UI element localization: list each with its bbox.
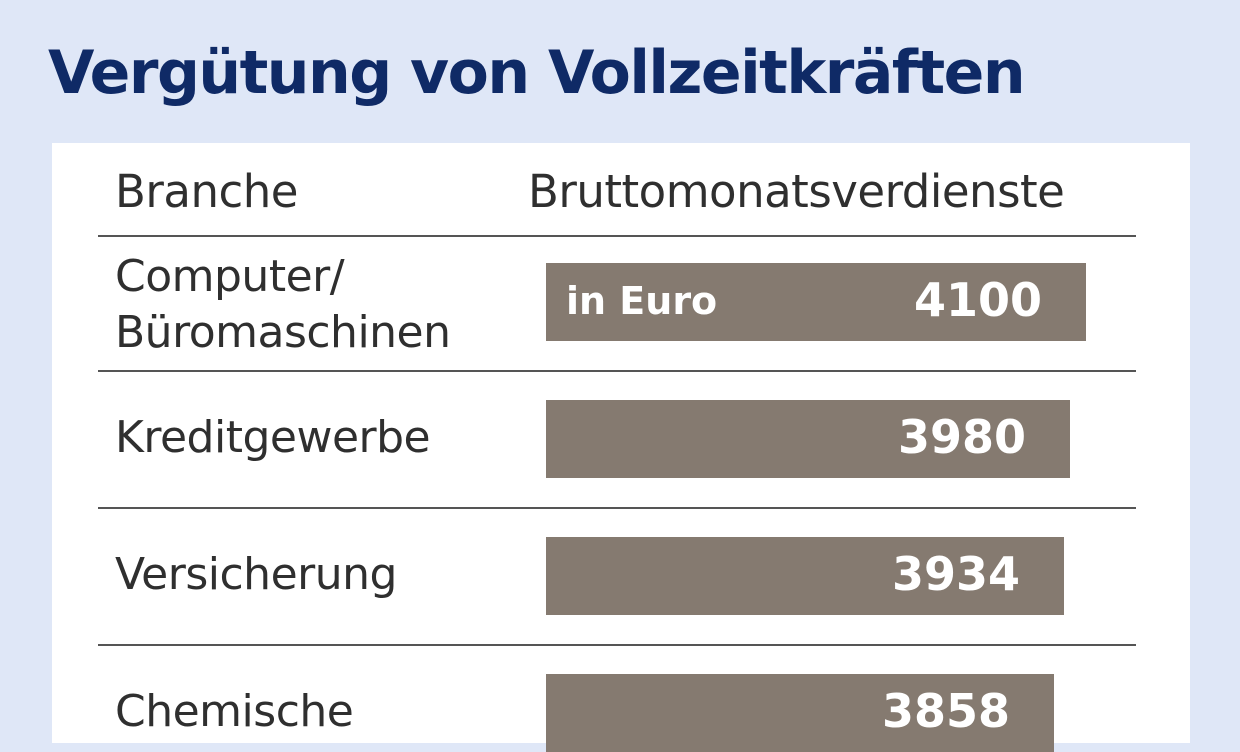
category-label: Computer/Büromaschinen [115, 251, 451, 358]
category-label: Chemische [115, 686, 354, 737]
row-divider [98, 507, 1136, 509]
bar-value-label: 4100 [913, 273, 1042, 327]
category-label: Kreditgewerbe [115, 412, 431, 463]
bar-2 [546, 400, 1070, 478]
bar-value-label: 3858 [881, 684, 1010, 738]
bar-value-label: 3934 [891, 547, 1020, 601]
column-header-verdienste: Bruttomonatsverdienste [528, 165, 1065, 218]
chart-title: Vergütung von Vollzeitkräften [48, 38, 1026, 108]
unit-label: in Euro [566, 279, 718, 323]
column-header-branche: Branche [115, 165, 298, 218]
row-divider [98, 370, 1136, 372]
category-label: Versicherung [115, 549, 397, 600]
header-divider [98, 235, 1136, 237]
bar-value-label: 3980 [897, 410, 1026, 464]
bar-1 [546, 263, 1086, 341]
bar-3 [546, 537, 1064, 615]
row-divider [98, 644, 1136, 646]
